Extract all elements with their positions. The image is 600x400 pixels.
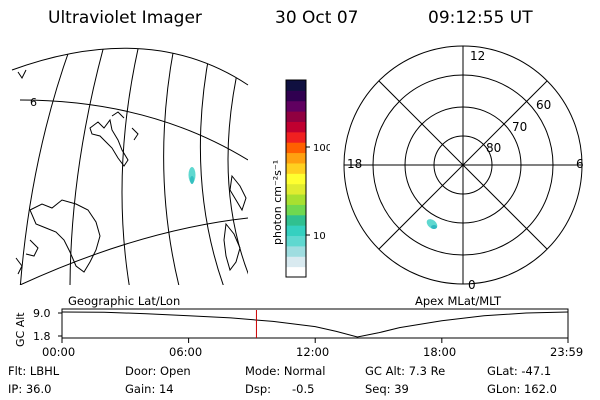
colorbar-cell — [286, 111, 306, 122]
info-flt: Flt: LBHL — [8, 364, 60, 378]
colorbar-unit: photon cm⁻²s⁻¹ — [271, 160, 284, 245]
colorbar-scale — [286, 80, 306, 278]
info-dsp-value: -0.5 — [292, 382, 315, 396]
info-mode: Mode: Normal — [245, 364, 326, 378]
y-tick-label-1-8: 1.8 — [33, 330, 51, 343]
geographic-map: 6 — [11, 47, 249, 286]
apex-label: Apex MLat/MLT — [415, 294, 502, 308]
instrument-title: Ultraviolet Imager — [48, 8, 202, 28]
info-ip: IP: 36.0 — [8, 382, 52, 396]
colorbar-cell — [286, 131, 306, 143]
colorbar-cell — [286, 152, 306, 164]
colorbar: 100 10 photon cm⁻²s⁻¹ — [271, 79, 330, 278]
colorbar-cell — [286, 173, 306, 185]
coastline — [89, 118, 129, 167]
mlt-diagonal — [378, 80, 548, 250]
orbit-altitude-line — [61, 311, 569, 338]
mlt-label-6: 6 — [576, 157, 584, 171]
info-dsp-label: Dsp: — [245, 382, 272, 396]
colorbar-cell — [286, 225, 306, 237]
info-seq: Seq: 39 — [365, 382, 409, 396]
coastline — [25, 239, 39, 257]
colorbar-cell — [286, 194, 306, 205]
x-tick-label: 23:59 — [550, 345, 584, 359]
colorbar-cell — [286, 214, 306, 226]
colorbar-cell — [286, 256, 306, 268]
lat-label-80: 80 — [486, 141, 501, 155]
lon-tick-label: 6 — [30, 96, 37, 109]
colorbar-tick-10: 10 — [313, 231, 326, 242]
colorbar-cell — [286, 90, 306, 102]
colorbar-cell — [286, 162, 306, 174]
colorbar-cell — [286, 204, 306, 216]
colorbar-cell — [286, 245, 306, 257]
colorbar-cell — [286, 235, 306, 247]
colorbar-tick-100: 100 — [313, 143, 330, 154]
coastline — [111, 111, 125, 119]
mlt-label-12: 12 — [470, 49, 485, 63]
lat-label-60: 60 — [536, 98, 551, 112]
colorbar-cell — [286, 121, 306, 133]
x-tick-label: 18:00 — [423, 345, 457, 359]
date-label: 30 Oct 07 — [275, 8, 359, 28]
info-glat: GLat: -47.1 — [487, 364, 552, 378]
coastline — [15, 257, 23, 275]
x-tick-label: 00:00 — [42, 345, 76, 359]
colorbar-cell — [286, 142, 306, 154]
coastline — [17, 69, 27, 79]
map-edge — [11, 47, 249, 86]
meridian-line — [227, 59, 248, 286]
info-glon: GLon: 162.0 — [487, 382, 557, 396]
latitude-line — [19, 99, 248, 161]
info-door: Door: Open — [125, 364, 191, 378]
info-gain: Gain: 14 — [125, 382, 174, 396]
lat-label-70: 70 — [512, 120, 527, 134]
time-label: 09:12:55 UT — [428, 8, 533, 28]
meridian-line — [19, 48, 71, 286]
coastline — [229, 174, 247, 212]
mlt-label-18: 18 — [347, 157, 362, 171]
timeline-ylabel: GC Alt — [14, 312, 27, 347]
orbit-altitude-chart: 9.0 1.8 GC Alt — [14, 307, 569, 347]
mlt-label-0: 0 — [468, 278, 476, 292]
aurora-patch — [426, 219, 438, 229]
meridian-line — [199, 49, 226, 286]
latitude-line — [19, 217, 248, 286]
x-tick-label: 12:00 — [296, 345, 330, 359]
colorbar-frame — [285, 79, 307, 278]
info-gc-alt: GC Alt: 7.3 Re — [365, 364, 446, 378]
meridian-line — [163, 48, 181, 286]
colorbar-cell — [286, 100, 306, 112]
colorbar-cell — [286, 266, 306, 278]
meridian-line — [121, 48, 141, 286]
meridian-line — [69, 48, 106, 286]
colorbar-cell — [286, 183, 306, 195]
coastline — [131, 127, 139, 141]
coastline — [223, 222, 241, 272]
geographic-label: Geographic Lat/Lon — [68, 294, 181, 308]
y-tick-label-9: 9.0 — [33, 307, 51, 320]
polar-plot: 80 70 60 12 6 0 18 — [343, 45, 584, 292]
x-tick-label: 06:00 — [169, 345, 203, 359]
colorbar-cell — [286, 80, 306, 91]
coastline — [29, 199, 101, 273]
